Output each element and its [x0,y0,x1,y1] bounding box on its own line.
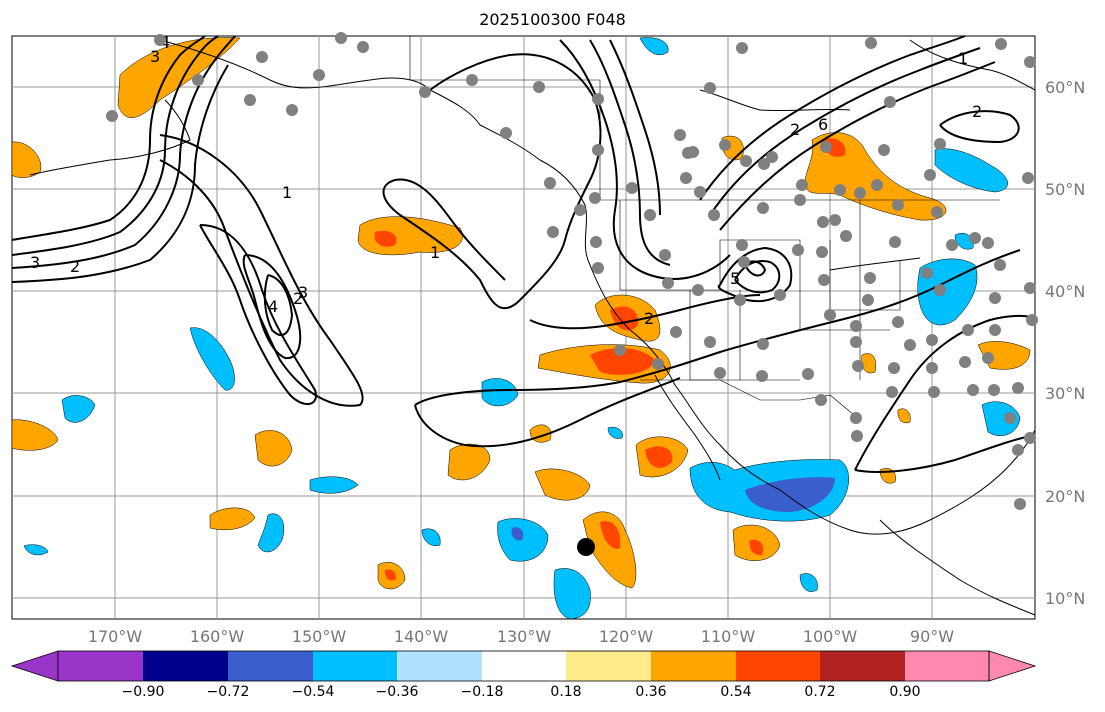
anomaly-blob [209,507,256,531]
colorbar-segment [566,651,651,681]
contour-label: 2 [293,289,303,308]
anomaly-blob [534,468,591,501]
lat-label: 50°N [1045,180,1086,199]
anomaly-blob [189,327,235,391]
anomaly-blob [374,230,397,247]
anomaly-blob [61,395,96,423]
contour-label: 1 [430,243,440,262]
anomaly-blob [582,511,637,589]
anomaly-blob [607,426,623,439]
lon-label: 140°W [393,627,449,646]
anomaly-blob [600,521,621,549]
contour-label: 6 [818,115,828,134]
contour-label: 2 [972,102,982,121]
contour-label: 1 [958,49,968,68]
colorbar-segment [651,651,736,681]
contour-label: 3 [298,283,308,302]
colorbar [10,650,1037,682]
colorbar-segment [397,651,482,681]
lon-label: 160°W [189,627,245,646]
anomaly-blob [421,528,441,546]
anomaly-blob [254,430,293,467]
contour-label: 3 [150,47,160,66]
station-markers [106,32,1038,510]
anomaly-blob [497,518,549,562]
colorbar-segment [736,651,820,681]
colorbar-tick-label: 0.72 [804,684,836,700]
colorbar-tick-label: 0.36 [635,684,667,700]
colorbar-extend-high [988,650,1037,682]
coastlines [29,39,1036,616]
lon-label: 130°W [496,627,552,646]
colorbar-segment [143,651,228,681]
anomaly-blob [639,37,669,55]
anomaly-blob [553,568,591,620]
colorbar-tick-label: −0.90 [121,684,165,700]
anomaly-blob [481,378,519,407]
anomaly-blob [749,539,764,556]
contour-label: 2 [790,120,800,139]
lon-label: 110°W [700,627,756,646]
anomaly-blob [897,408,911,424]
colorbar-segment [482,651,566,681]
colorbar-tick-label: 0.18 [550,684,582,700]
anomaly-blob [384,569,396,581]
anomaly-blob [745,477,835,512]
colorbar-tick-label: −0.36 [375,684,419,700]
colorbar-extend-low [10,650,59,682]
lat-label: 10°N [1045,589,1086,608]
lat-label: 30°N [1045,384,1086,403]
anomaly-blob [981,401,1021,436]
anomaly-blob [11,141,42,178]
colorbar-segment [905,651,989,681]
lon-label: 100°W [802,627,858,646]
anomaly-blob [23,544,49,556]
lat-label: 40°N [1045,282,1086,301]
anomaly-blob [257,513,284,553]
colorbar-segment [58,651,143,681]
lat-label: 60°N [1045,78,1086,97]
lon-label: 150°W [291,627,347,646]
contour-label: 2 [70,257,80,276]
anomaly-blob [11,419,59,451]
contour-label: 5 [730,269,740,288]
anomaly-blob [645,446,673,468]
colorbar-segment [820,651,905,681]
colorbar-segment [313,651,397,681]
anomaly-blob [799,573,818,592]
anomaly-blob [934,148,1008,193]
contour-label: 3 [30,253,40,272]
lon-label: 170°W [87,627,143,646]
lon-label: 120°W [598,627,654,646]
contours [11,35,1036,473]
lon-label: 90°W [909,627,955,646]
colorbar-tick-label: −0.54 [291,684,335,700]
contour-label: 1 [282,183,292,202]
map-title: 2025100300 F048 [479,10,626,29]
anomaly-blob [917,258,978,326]
lat-label: 20°N [1045,487,1086,506]
contour-labels: 3 2 1 2 3 4 1 2 3 4 5 6 2 1 2 [30,33,982,328]
anomaly-blob [309,476,359,494]
contour-label: 2 [644,309,654,328]
storm-center-marker [577,538,595,556]
colorbar-tick-label: 0.90 [889,684,921,700]
anomaly-blob [590,348,655,375]
contour-label: 4 [268,297,278,316]
colorbar-segment [228,651,313,681]
colorbar-tick-label: 0.54 [720,684,752,700]
colorbar-tick-label: −0.72 [206,684,250,700]
colorbar-tick-label: −0.18 [460,684,504,700]
anomaly-blob [511,527,524,541]
